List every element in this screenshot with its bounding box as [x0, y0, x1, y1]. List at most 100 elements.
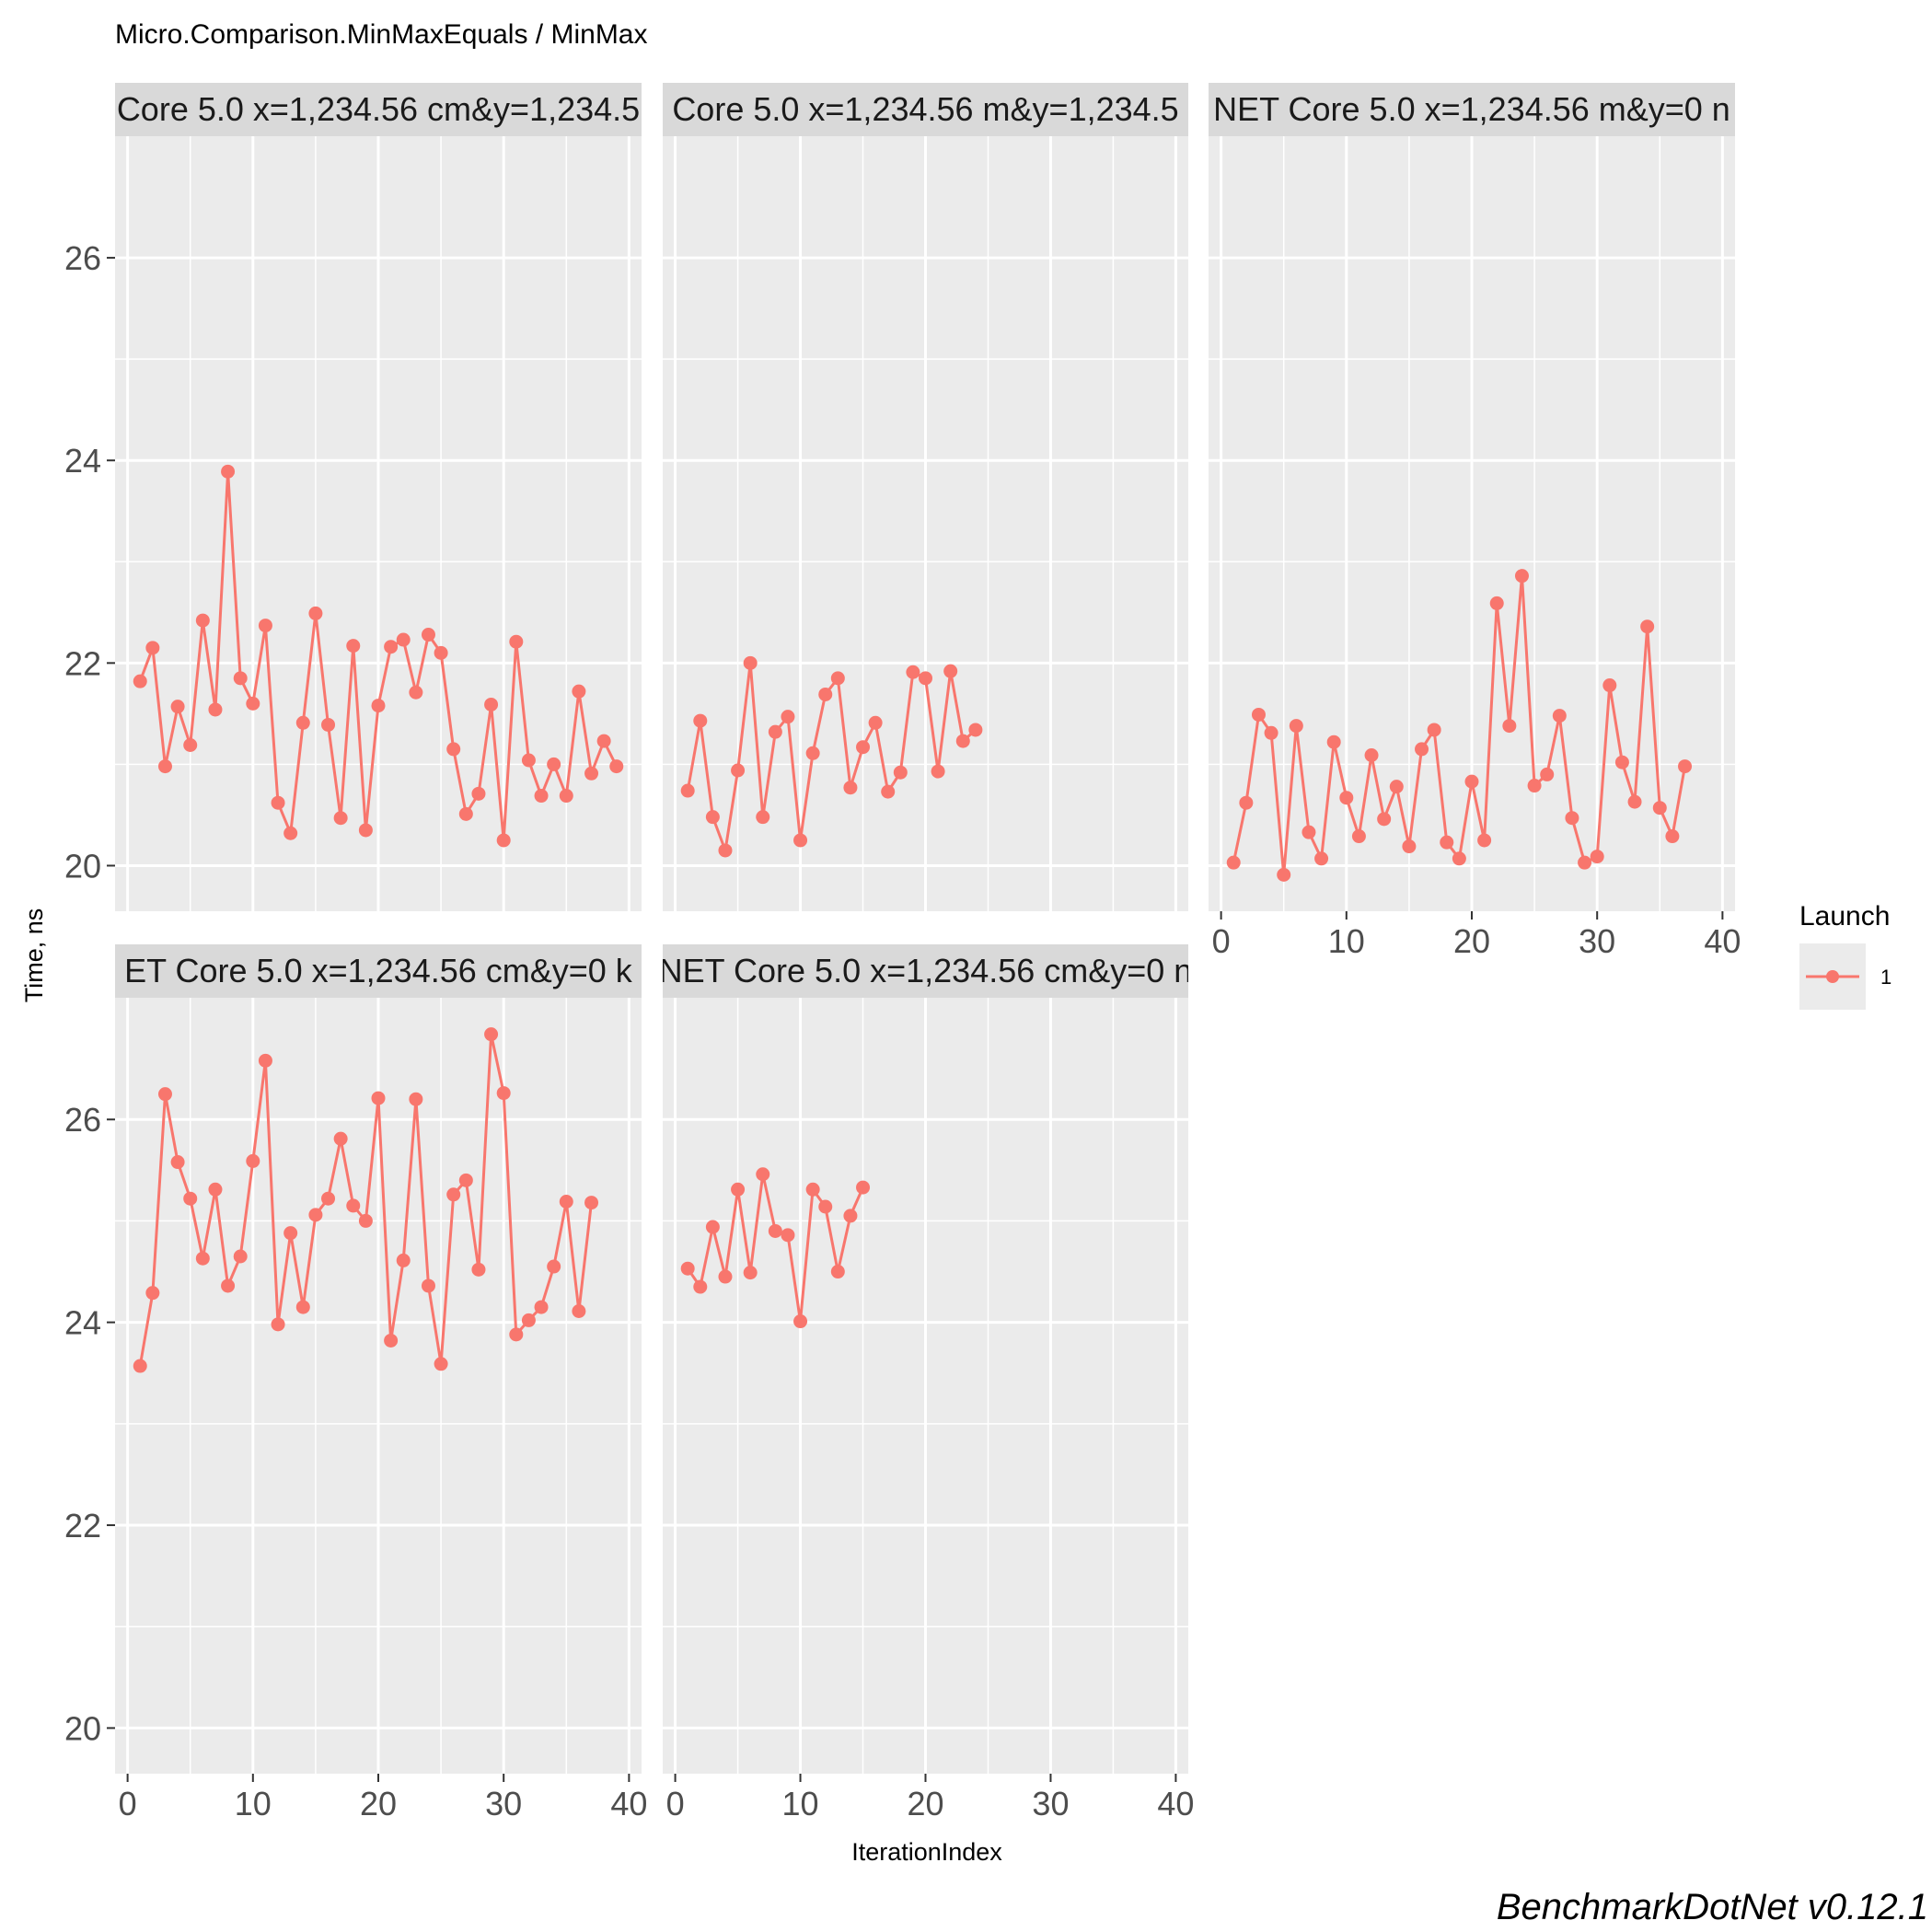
data-point	[157, 1087, 172, 1102]
y-tick-label: 22	[64, 644, 101, 682]
data-point	[321, 1191, 336, 1206]
x-tick-label: 30	[485, 1785, 522, 1822]
data-point	[208, 702, 223, 717]
data-point	[793, 833, 808, 848]
data-point	[233, 671, 248, 686]
data-point	[1326, 735, 1341, 749]
data-point	[768, 724, 782, 739]
x-tick-label: 30	[1579, 922, 1615, 960]
data-point	[333, 811, 348, 826]
data-point	[133, 1359, 147, 1373]
data-point	[830, 671, 845, 686]
x-tick-label: 40	[1157, 1785, 1194, 1822]
data-point	[308, 1208, 323, 1222]
data-point	[559, 1194, 573, 1209]
data-point	[843, 781, 858, 795]
data-point	[496, 833, 511, 848]
data-point	[157, 759, 172, 774]
data-point	[818, 1199, 833, 1214]
data-point	[1627, 794, 1642, 809]
facet-panel: NET Core 5.0 x=1,234.56 cm&y=0 n	[659, 944, 1193, 1774]
axes: 20 22 24 26 0 10 20 30 40 20 22 24 26 0 10 20 30 40 0 10 20 3…	[64, 239, 1741, 1822]
data-point	[434, 1357, 448, 1371]
data-point	[705, 810, 720, 825]
data-point	[1251, 707, 1266, 722]
data-point	[756, 1167, 770, 1182]
data-point	[572, 684, 586, 699]
data-point	[208, 1182, 223, 1197]
data-point	[471, 1262, 486, 1277]
data-point	[145, 641, 160, 655]
data-point	[346, 1198, 361, 1213]
data-point	[183, 737, 198, 752]
legend-label: 1	[1880, 966, 1892, 989]
data-point	[1301, 825, 1316, 839]
data-point	[346, 639, 361, 654]
data-point	[396, 632, 411, 647]
data-point	[596, 734, 611, 748]
data-point	[145, 1286, 160, 1301]
data-point	[868, 715, 883, 730]
data-point	[856, 1180, 871, 1195]
data-point	[1440, 835, 1454, 850]
data-point	[718, 1269, 733, 1284]
data-point	[421, 628, 435, 642]
strip-label: NET Core 5.0 x=1,234.56 cm&y=0 n	[659, 952, 1193, 989]
data-point	[1264, 725, 1278, 740]
strip-label: NET Core 5.0 x=1,234.56 m&y=0 n	[1213, 90, 1730, 128]
data-point	[843, 1209, 858, 1223]
strip-label: Core 5.0 x=1,234.56 cm&y=1,234.5	[117, 90, 640, 128]
data-point	[170, 1155, 185, 1170]
data-point	[1226, 855, 1241, 870]
y-tick-label: 24	[64, 442, 101, 480]
data-point	[396, 1253, 411, 1267]
data-point	[283, 1226, 298, 1241]
x-tick-label: 20	[907, 1785, 943, 1822]
data-point	[384, 1333, 399, 1348]
data-point	[371, 1091, 386, 1105]
data-point	[246, 696, 260, 711]
x-tick-label: 40	[610, 1785, 647, 1822]
facet-panel: ET Core 5.0 x=1,234.56 cm&y=0 k	[115, 944, 642, 1774]
strip-background	[663, 83, 1188, 136]
data-point	[195, 613, 210, 628]
strip-background	[663, 944, 1188, 998]
facet-panel: NET Core 5.0 x=1,234.56 m&y=0 n	[1209, 83, 1735, 911]
data-point	[919, 671, 932, 686]
data-point	[1540, 767, 1555, 781]
x-tick-label: 20	[360, 1785, 397, 1822]
data-point	[559, 789, 573, 804]
data-point	[1527, 779, 1542, 793]
data-point	[308, 606, 323, 620]
data-point	[271, 795, 285, 810]
data-point	[931, 764, 945, 779]
caption: BenchmarkDotNet v0.12.1	[1497, 1887, 1928, 1927]
data-point	[856, 740, 871, 755]
data-point	[943, 664, 958, 678]
data-point	[521, 1313, 536, 1327]
data-point	[968, 723, 983, 737]
data-point	[1640, 619, 1655, 634]
data-point	[1565, 811, 1579, 826]
data-point	[830, 1265, 845, 1279]
data-point	[446, 1187, 461, 1202]
data-point	[818, 687, 833, 701]
data-point	[1665, 829, 1680, 844]
data-point	[358, 823, 373, 838]
data-point	[731, 1182, 746, 1197]
data-point	[1427, 723, 1441, 737]
x-tick-label: 0	[119, 1785, 137, 1822]
data-point	[1314, 851, 1329, 866]
data-point	[1652, 801, 1667, 816]
data-point	[572, 1304, 586, 1319]
data-point	[1552, 709, 1567, 723]
data-point	[521, 753, 536, 768]
data-point	[133, 674, 147, 688]
x-tick-label: 10	[1328, 922, 1365, 960]
data-point	[680, 1261, 695, 1276]
data-point	[471, 786, 486, 801]
data-point	[1339, 791, 1354, 805]
data-point	[1239, 795, 1254, 810]
data-point	[496, 1086, 511, 1101]
